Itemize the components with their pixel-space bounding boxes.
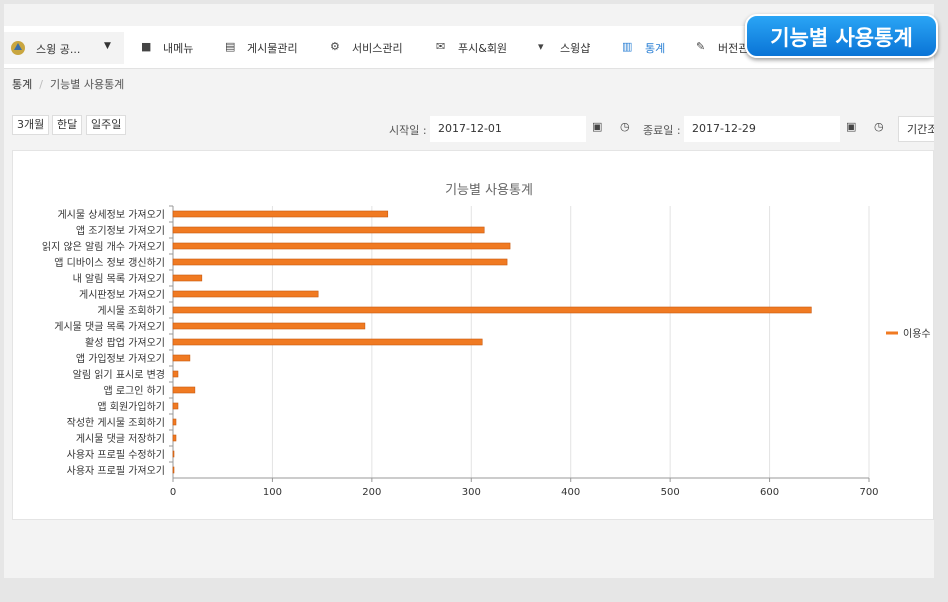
y-tick-label: 앱 디바이스 정보 갱신하기 xyxy=(54,256,165,269)
y-tick-label: 게시물 조회하기 xyxy=(97,304,165,317)
x-tick-label: 700 xyxy=(859,487,878,498)
window: 스윙 공... ▼ ■ 내메뉴 ▤ 게시물관리 ⚙ 서비스관리 ✉ 푸시&회원 ▾ 스윙샵… xyxy=(4,4,934,578)
bar xyxy=(172,258,508,266)
bar xyxy=(172,290,319,298)
y-tick-label: 사용자 프로필 가져오기 xyxy=(67,465,165,477)
nav-item-active[interactable]: 통계 xyxy=(645,42,666,55)
chart-panel: 기능별 사용통계 0 100 200 300 400 500 600 700 게시물 상세정보 가… xyxy=(12,150,934,520)
bar xyxy=(172,386,196,394)
y-tick-label: 게시판정보 가져오기 xyxy=(79,289,165,301)
range-button[interactable]: 한달 xyxy=(52,115,83,135)
bar xyxy=(172,402,179,410)
crumb: 기능별 사용통계 xyxy=(49,78,125,91)
calendar-icon[interactable]: ▣ xyxy=(592,120,603,133)
x-tick-label: 0 xyxy=(170,487,176,498)
x-tick-label: 500 xyxy=(661,487,680,498)
bar xyxy=(172,242,511,250)
bar xyxy=(172,466,175,474)
y-tick-label: 앱 가입정보 가져오기 xyxy=(76,352,165,365)
y-tick-label: 활성 팝업 가져오기 xyxy=(85,336,165,349)
crumb[interactable]: 통계 xyxy=(12,78,33,91)
calendar-icon[interactable]: ▣ xyxy=(846,120,857,133)
y-tick-label: 사용자 프로필 수정하기 xyxy=(67,448,165,461)
nav-icon: ■ xyxy=(141,40,152,53)
search-button[interactable]: 기간조회 xyxy=(898,116,934,142)
clock-icon[interactable]: ◷ xyxy=(874,120,884,133)
end-label: 종료일 : xyxy=(643,124,681,137)
nav-item[interactable]: 푸시&회원 xyxy=(458,42,508,55)
nav-item[interactable]: 스윙샵 xyxy=(560,42,591,55)
y-tick-label: 게시물 댓글 목록 가져오기 xyxy=(54,321,165,333)
page-badge: 기능별 사용통계 xyxy=(745,14,938,58)
clock-icon[interactable]: ◷ xyxy=(620,120,630,133)
bar xyxy=(172,450,175,458)
y-tick-label: 읽지 않은 알림 개수 가져오기 xyxy=(42,240,165,253)
range-button[interactable]: 3개월 xyxy=(12,115,50,135)
nav-icon: ✉ xyxy=(436,40,446,53)
x-tick-label: 300 xyxy=(462,487,481,498)
breadcrumb: 통계 / 기능별 사용통계 xyxy=(12,78,125,91)
y-tick-label: 앱 조기정보 가져오기 xyxy=(76,225,165,237)
chart: 기능별 사용통계 0 100 200 300 400 500 600 700 게시물 상세정보 가… xyxy=(42,183,931,498)
x-tick-label: 100 xyxy=(263,487,282,498)
legend-label: 이용수 xyxy=(903,328,931,340)
y-tick-label: 알림 읽기 표시로 변경 xyxy=(73,368,165,381)
nav-icon: ▥ xyxy=(622,40,633,53)
chart-title: 기능별 사용통계 xyxy=(445,183,533,198)
bar xyxy=(172,434,177,442)
dropdown-arrow: ▼ xyxy=(104,41,111,51)
end-date[interactable]: 2017-12-29 xyxy=(684,116,840,142)
start-label: 시작일 : xyxy=(389,124,427,137)
bar xyxy=(172,418,177,426)
nav-item[interactable]: 게시물관리 xyxy=(247,42,298,55)
bar xyxy=(172,322,366,330)
x-tick-label: 400 xyxy=(561,487,580,498)
bar xyxy=(172,338,483,346)
bar xyxy=(172,226,485,234)
y-tick-label: 게시물 댓글 저장하기 xyxy=(76,432,165,445)
bar xyxy=(172,354,191,362)
x-tick-label: 200 xyxy=(362,487,381,498)
x-tick-label: 600 xyxy=(760,487,779,498)
nav-icon: ⚙ xyxy=(330,40,340,53)
nav-item[interactable]: 서비스관리 xyxy=(352,42,403,55)
nav-icon: ▤ xyxy=(225,40,236,53)
nav-icon: ✎ xyxy=(696,40,706,53)
nav-icon: ▾ xyxy=(538,40,544,53)
bar xyxy=(172,210,389,218)
logo-icon xyxy=(11,41,25,55)
site-select[interactable]: 스윙 공... ▼ xyxy=(4,32,124,64)
site-name: 스윙 공... xyxy=(36,43,81,56)
range-button[interactable]: 일주일 xyxy=(86,115,127,135)
y-tick-label: 게시물 상세정보 가져오기 xyxy=(57,209,165,221)
bar xyxy=(172,306,812,314)
bar xyxy=(172,274,203,282)
y-tick-label: 내 알림 목록 가져오기 xyxy=(73,273,165,285)
y-tick-label: 작성한 게시물 조회하기 xyxy=(67,416,165,429)
bar xyxy=(172,370,179,378)
y-tick-label: 앱 로그인 하기 xyxy=(103,384,165,397)
start-date[interactable]: 2017-12-01 xyxy=(430,116,586,142)
y-tick-label: 앱 회원가입하기 xyxy=(97,400,165,413)
nav-item[interactable]: 내메뉴 xyxy=(163,42,194,55)
